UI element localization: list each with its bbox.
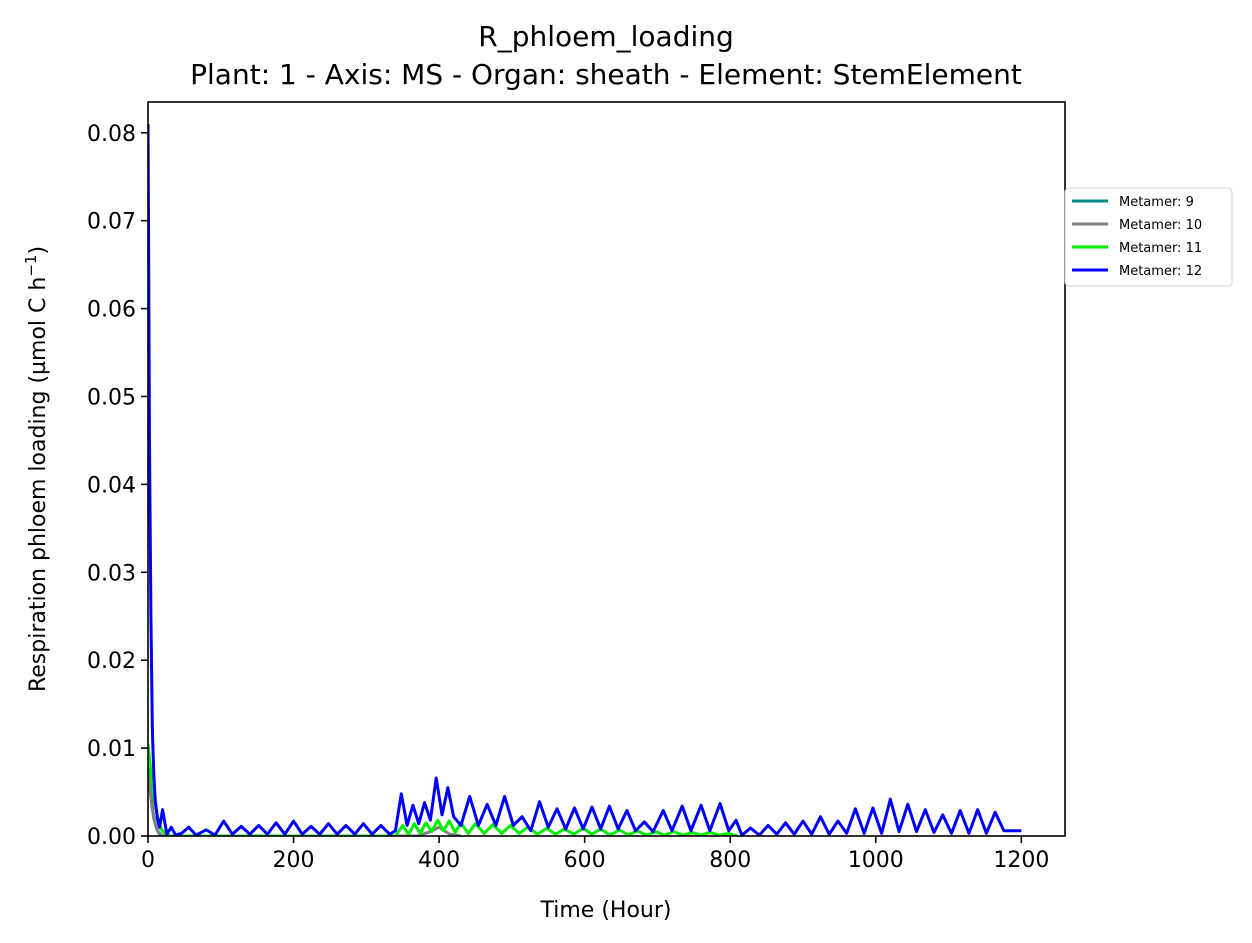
y-tick-label: 0.05	[87, 385, 136, 410]
chart-subtitle: Plant: 1 - Axis: MS - Organ: sheath - El…	[190, 58, 1022, 91]
y-axis-label-main: Respiration phloem loading (µmol C h	[26, 277, 51, 692]
x-tick-label: 1000	[848, 848, 904, 873]
chart-title: R_phloem_loading	[478, 20, 734, 53]
legend-label: Metamer: 9	[1119, 195, 1194, 210]
legend: Metamer: 9 Metamer: 10 Metamer: 11 Metamer:…	[1064, 187, 1233, 287]
x-axis: 0 200 400 600 800 1000 1200	[141, 836, 1049, 873]
y-tick-label: 0.01	[87, 737, 136, 762]
y-axis: 0.00 0.01 0.02 0.03 0.04 0.05 0.06 0.07 0.08	[87, 122, 148, 850]
y-tick-label: 0.02	[87, 649, 136, 674]
x-tick-label: 400	[418, 848, 460, 873]
y-axis-label-superscript: −1	[22, 255, 40, 277]
plot-frame	[147, 101, 1066, 837]
series-line-3	[148, 743, 738, 836]
y-tick-label: 0.00	[87, 825, 136, 850]
series-lines	[148, 123, 1022, 836]
legend-label: Metamer: 10	[1119, 218, 1202, 233]
legend-label: Metamer: 12	[1119, 264, 1202, 279]
x-tick-label: 200	[273, 848, 315, 873]
series-line-4	[148, 123, 1022, 836]
x-tick-label: 0	[141, 848, 155, 873]
x-tick-label: 600	[564, 848, 606, 873]
y-axis-label-close: )	[26, 246, 51, 255]
y-tick-label: 0.04	[87, 473, 136, 498]
y-tick-label: 0.08	[87, 122, 136, 147]
y-tick-label: 0.07	[87, 210, 136, 235]
x-tick-label: 800	[709, 848, 751, 873]
y-axis-label: Respiration phloem loading (µmol C h−1)	[22, 246, 51, 692]
legend-label: Metamer: 11	[1119, 241, 1202, 256]
y-tick-label: 0.06	[87, 298, 136, 323]
x-tick-label: 1200	[993, 848, 1049, 873]
y-tick-label: 0.03	[87, 561, 136, 586]
x-axis-label: Time (Hour)	[540, 898, 672, 923]
legend-box	[1064, 187, 1233, 287]
